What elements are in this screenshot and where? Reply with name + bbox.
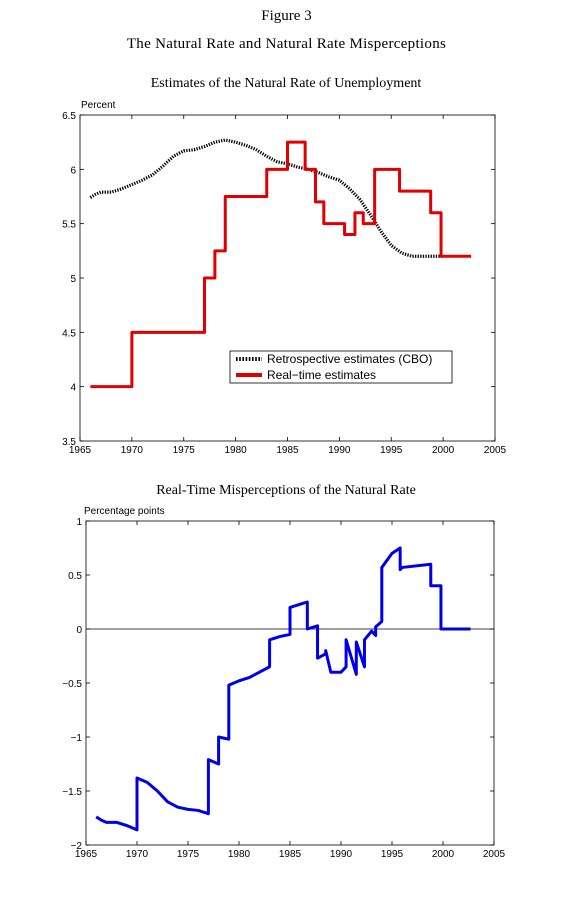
chart2-xtick-label: 2005 bbox=[483, 849, 506, 860]
chart1-series bbox=[89, 138, 472, 389]
chart1-ylabel: Percent bbox=[81, 100, 116, 111]
chart2-ytick-label: 0.5 bbox=[68, 571, 82, 582]
chart1-xtick-label: 1995 bbox=[380, 445, 403, 456]
figure-title: The Natural Rate and Natural Rate Misper… bbox=[126, 36, 447, 52]
chart2-ylabel: Percentage points bbox=[84, 506, 165, 517]
legend-label-realtime: Real−time estimates bbox=[267, 368, 376, 382]
legend-label-cbo: Retrospective estimates (CBO) bbox=[267, 352, 432, 366]
chart2-xtick-label: 1980 bbox=[228, 849, 251, 860]
chart1-xtick-label: 1975 bbox=[173, 445, 196, 456]
chart1-xtick-label: 1970 bbox=[121, 445, 144, 456]
chart1-xtick-label: 2005 bbox=[484, 445, 507, 456]
chart2-xtick-label: 1965 bbox=[75, 849, 98, 860]
chart2-axes: 1965 1970 1975 1980 1985 1990 1995 2000 2005 −2 −1… bbox=[62, 517, 505, 860]
chart1-series-line-realtime bbox=[90, 140, 472, 389]
chart1-ytick-label: 4.5 bbox=[62, 328, 76, 339]
chart2-xtick-label: 1995 bbox=[381, 849, 404, 860]
chart1-xtick-label: 1965 bbox=[69, 445, 92, 456]
chart2-ytick-label: −1.5 bbox=[62, 787, 82, 798]
chart1-ytick-label: 6 bbox=[70, 165, 76, 176]
chart2-plot-frame bbox=[85, 520, 495, 846]
chart2-xtick-label: 2000 bbox=[432, 849, 455, 860]
chart2-ytick-label: −0.5 bbox=[62, 679, 82, 690]
chart1-ytick-label: 6.5 bbox=[62, 111, 76, 122]
chart2-ytick-label: −1 bbox=[71, 733, 83, 744]
chart1-title: Estimates of the Natural Rate of Unemplo… bbox=[151, 76, 422, 91]
chart1-ytick-label: 5.5 bbox=[62, 220, 76, 231]
chart2-xtick-label: 1970 bbox=[126, 849, 149, 860]
chart2-ytick-label: 0 bbox=[76, 625, 82, 636]
legend-box bbox=[229, 350, 453, 384]
chart2-xtick-label: 1985 bbox=[279, 849, 302, 860]
chart2-xtick-label: 1975 bbox=[177, 849, 200, 860]
chart1-series-line-cbo bbox=[89, 138, 444, 258]
chart1-ytick-label: 5 bbox=[70, 274, 76, 285]
chart1-ytick-label: 4 bbox=[70, 383, 76, 394]
chart1-legend: Retrospective estimates (CBO) Real−time … bbox=[229, 350, 453, 384]
figure-label: Figure 3 bbox=[261, 8, 312, 24]
chart2-series bbox=[95, 546, 471, 832]
chart1-xtick-label: 1980 bbox=[225, 445, 248, 456]
chart2-ytick-label: 1 bbox=[76, 517, 82, 528]
chart1-xtick-label: 1985 bbox=[276, 445, 299, 456]
chart1-xtick-label: 1990 bbox=[328, 445, 351, 456]
chart1-axes: 1965 1970 1975 1980 1985 1990 1995 2000 2005 3.5 4… bbox=[62, 111, 506, 456]
chart2-title: Real-Time Misperceptions of the Natural … bbox=[156, 483, 416, 498]
chart2-series-line-misperception bbox=[95, 546, 471, 832]
chart2-ytick-label: −2 bbox=[71, 841, 83, 852]
chart1-xtick-label: 2000 bbox=[432, 445, 455, 456]
chart1-ytick-label: 3.5 bbox=[62, 437, 76, 448]
chart2-xtick-label: 1990 bbox=[330, 849, 353, 860]
